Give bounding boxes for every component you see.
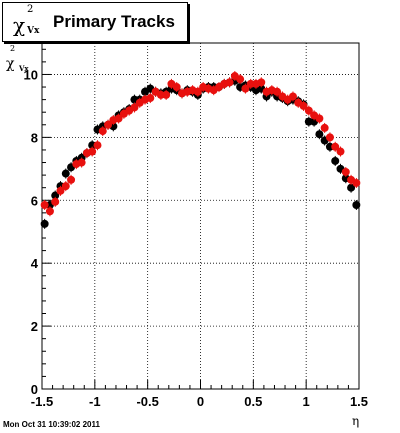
data-point (331, 156, 340, 165)
data-points (40, 71, 361, 229)
title-chi-symbol: χ 2 Vx (13, 4, 40, 37)
x-axis-label: η (352, 414, 360, 428)
data-point (61, 169, 70, 178)
data-point (352, 178, 361, 187)
data-point (45, 207, 54, 216)
data-point (273, 87, 282, 96)
x-tick-label: 1 (303, 394, 310, 409)
data-point (40, 200, 49, 209)
data-point (56, 186, 65, 195)
y-tick-label: 6 (31, 193, 38, 208)
chart-title: Primary Tracks (53, 12, 175, 31)
data-point (315, 114, 324, 123)
tick-labels: -1.5 -1 -0.5 0 0.5 1 1.5 0 2 4 6 8 10 (24, 67, 369, 409)
y-tick-label: 10 (24, 67, 38, 82)
y-tick-label: 2 (31, 319, 38, 334)
data-point (347, 183, 356, 192)
data-point (51, 191, 60, 200)
title-chi-subscript: Vx (27, 26, 40, 36)
data-point (288, 92, 297, 101)
data-point (98, 127, 107, 136)
y-tick-label: 4 (31, 256, 39, 271)
data-point (172, 83, 181, 92)
title-chi-superscript: 2 (27, 4, 34, 15)
data-point (77, 158, 86, 167)
data-point (315, 130, 324, 139)
data-point (331, 142, 340, 151)
title-chi-glyph: χ (13, 13, 26, 37)
data-point (114, 114, 123, 123)
title-box: χ 2 Vx Primary Tracks (2, 2, 188, 42)
data-point (61, 182, 70, 191)
x-tick-label: -0.5 (136, 394, 158, 409)
x-tick-label: -1.5 (31, 394, 53, 409)
x-tick-label: 1.5 (350, 394, 368, 409)
y-axis-label-chi: χ (6, 56, 15, 72)
y-axis-label-superscript: 2 (10, 44, 16, 53)
data-point (241, 84, 250, 93)
x-tick-label: 0 (197, 394, 204, 409)
x-tick-label: 0.5 (244, 394, 262, 409)
data-point (320, 123, 329, 132)
y-axis-label-subscript: Vx (19, 64, 29, 73)
y-tick-label: 0 (31, 382, 38, 397)
data-point (299, 101, 308, 110)
tick-marks (41, 48, 360, 390)
data-point (67, 175, 76, 184)
y-tick-label: 8 (31, 130, 38, 145)
data-point (352, 200, 361, 209)
data-point (325, 133, 334, 142)
data-point (104, 120, 113, 129)
data-point (193, 87, 202, 96)
data-point (257, 78, 266, 87)
y-axis-label: 2 χ Vx (4, 40, 34, 80)
data-point (93, 141, 102, 150)
timestamp: Mon Oct 31 10:39:02 2011 (3, 420, 100, 429)
data-point (130, 103, 139, 112)
data-point (162, 90, 171, 99)
data-point (225, 78, 234, 87)
data-point (341, 167, 350, 176)
data-point (88, 147, 97, 156)
x-tick-label: -1 (89, 394, 101, 409)
data-point (336, 147, 345, 156)
data-point (236, 75, 245, 84)
data-point (40, 219, 49, 228)
data-point (51, 197, 60, 206)
data-point (146, 94, 155, 103)
data-point (304, 106, 313, 115)
